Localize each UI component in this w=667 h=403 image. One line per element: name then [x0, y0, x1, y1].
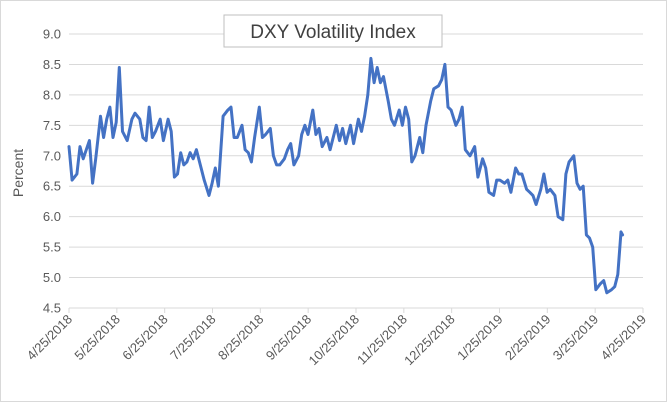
- x-tick-label: 5/25/2018: [71, 312, 123, 364]
- x-tick-label: 2/25/2019: [502, 312, 554, 364]
- y-axis-tick-labels: 4.5 5.0 5.5 6.0 6.5 7.0 7.5 8.0 8.5 9.0: [43, 27, 61, 316]
- chart-title-box: DXY Volatility Index: [223, 14, 443, 48]
- y-tick-label: 9.0: [43, 27, 61, 42]
- x-tick-label: 1/25/2019: [454, 312, 506, 364]
- x-tick-label: 12/25/2018: [401, 312, 458, 369]
- y-axis-title: Percent: [10, 149, 26, 197]
- y-tick-label: 7.5: [43, 118, 61, 133]
- y-tick-label: 5.5: [43, 240, 61, 255]
- y-tick-label: 7.0: [43, 148, 61, 163]
- x-tick-label: 7/25/2018: [167, 312, 219, 364]
- y-tick-label: 8.5: [43, 57, 61, 72]
- series-line: [67, 56, 625, 295]
- y-tick-label: 5.0: [43, 270, 61, 285]
- y-tick-label: 4.5: [43, 301, 61, 316]
- series-layer: [67, 56, 625, 295]
- x-tick-label: 10/25/2018: [305, 312, 362, 369]
- gridlines: [69, 33, 643, 309]
- chart-title: DXY Volatility Index: [250, 22, 416, 43]
- x-tick-label: 4/25/2018: [24, 312, 76, 364]
- x-tick-label: 6/25/2018: [119, 312, 171, 364]
- x-axis-tick-labels: 4/25/20185/25/20186/25/20187/25/20188/25…: [24, 308, 650, 369]
- x-tick-label: 8/25/2018: [215, 312, 267, 364]
- y-tick-label: 6.5: [43, 179, 61, 194]
- x-tick-label: 4/25/2019: [598, 312, 650, 364]
- y-tick-label: 8.0: [43, 87, 61, 102]
- x-tick-label: 3/25/2019: [550, 312, 602, 364]
- y-tick-label: 6.0: [43, 209, 61, 224]
